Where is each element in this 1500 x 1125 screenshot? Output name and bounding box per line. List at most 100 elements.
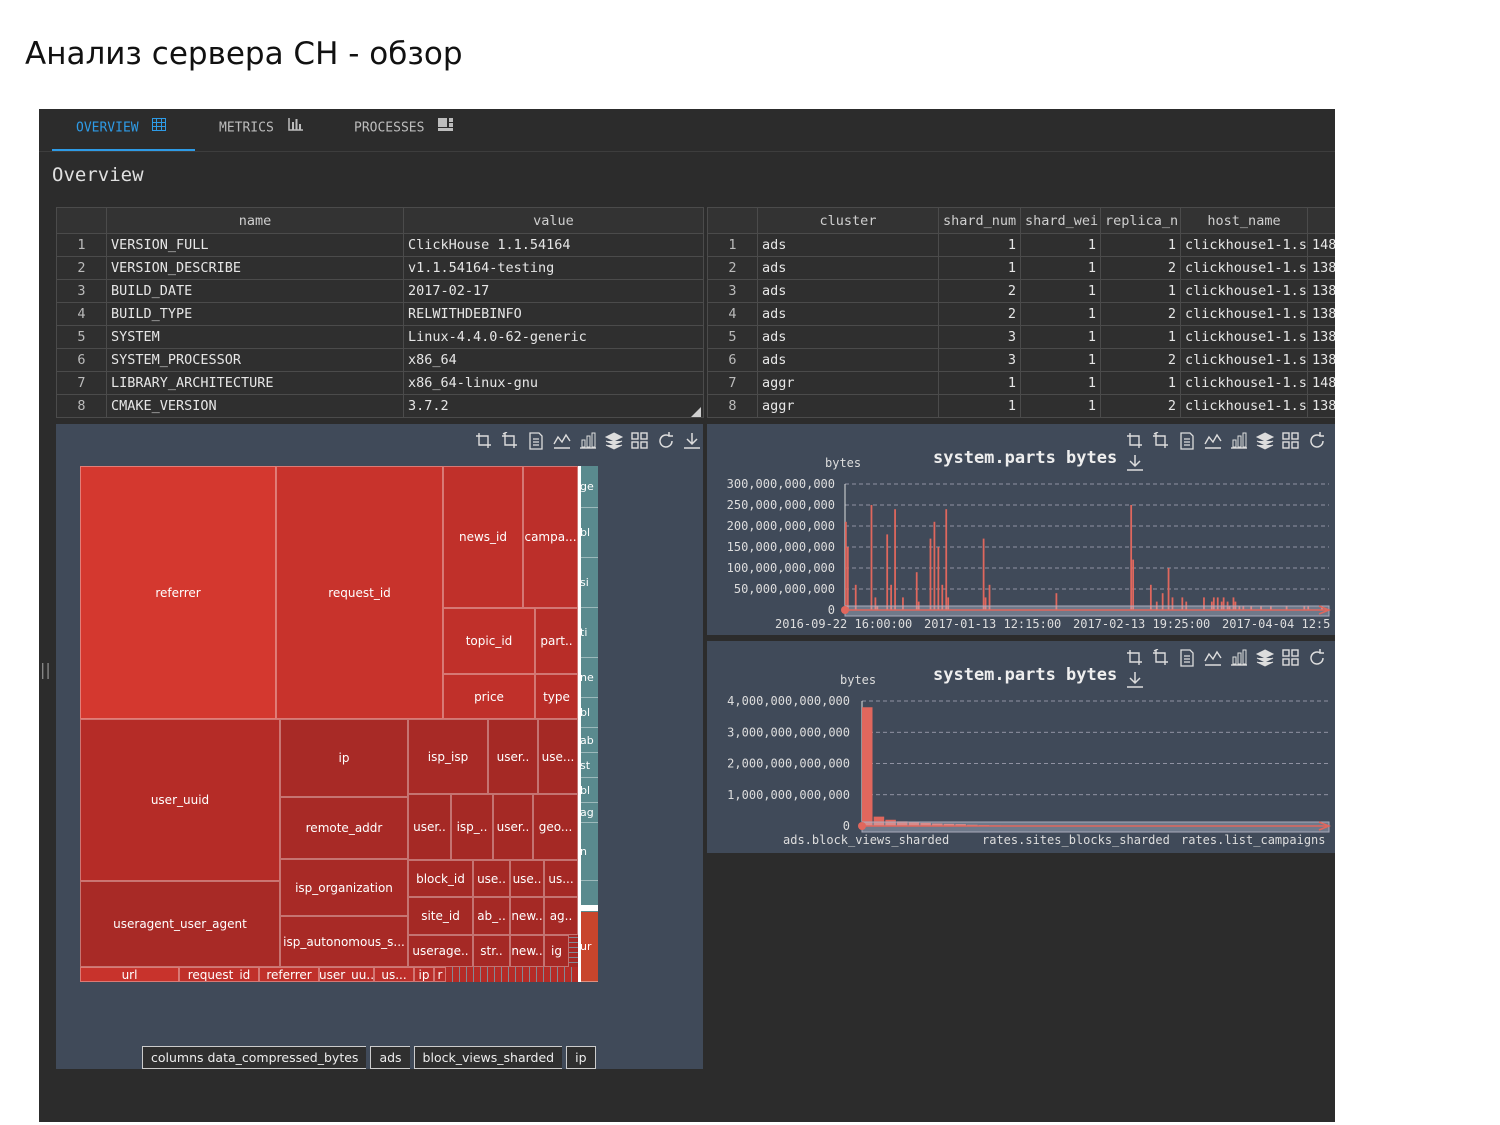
treemap[interactable]: referrer request_id news_id campa... topic_i… xyxy=(80,466,578,982)
zoom-slider[interactable] xyxy=(861,821,1330,833)
treemap-strip-cell[interactable]: ge xyxy=(578,466,598,508)
treemap-cell[interactable]: ip xyxy=(414,967,434,982)
bar[interactable] xyxy=(874,597,877,610)
treemap-cell[interactable]: isp_autonomous_s... xyxy=(280,916,408,967)
refresh-icon[interactable] xyxy=(1307,649,1327,667)
bar[interactable] xyxy=(1238,605,1241,610)
table-row[interactable]: 4 BUILD_TYPE RELWITHDEBINFO xyxy=(56,302,704,326)
table-row[interactable]: 4 ads 2 1 2 clickhouse1-1.s 138 xyxy=(707,302,1335,326)
table-row[interactable]: 5 ads 3 1 1 clickhouse1-1.s 138 xyxy=(707,325,1335,349)
bar[interactable] xyxy=(945,509,948,610)
bar[interactable] xyxy=(1216,597,1219,610)
bar[interactable] xyxy=(920,822,931,826)
treemap-strip-cell[interactable]: ti xyxy=(578,608,598,658)
bar[interactable] xyxy=(894,509,896,610)
bar[interactable] xyxy=(1260,605,1262,610)
bar[interactable] xyxy=(915,572,918,610)
treemap-cell[interactable]: price xyxy=(443,674,535,719)
treemap-sidebar-strip[interactable]: ge bl si ti ne bl ab st bl ag n ur xyxy=(578,466,598,982)
treemap-cell[interactable]: use.. xyxy=(510,860,544,897)
treemap-tiny-cells[interactable] xyxy=(446,967,578,982)
treemap-strip-cell[interactable]: ag xyxy=(578,803,598,823)
treemap-cell[interactable]: ip xyxy=(280,719,408,797)
treemap-cell[interactable]: str.. xyxy=(473,935,510,967)
stack-icon[interactable] xyxy=(1255,432,1275,450)
data-view-icon[interactable] xyxy=(1177,649,1197,667)
column-header[interactable]: replica_n xyxy=(1100,207,1181,234)
bar[interactable] xyxy=(1212,597,1215,610)
stack-icon[interactable] xyxy=(1255,649,1275,667)
treemap-cell[interactable]: site_id xyxy=(408,897,473,935)
slider-handle[interactable] xyxy=(858,822,866,830)
treemap-cell[interactable]: use... xyxy=(538,719,578,794)
bar[interactable] xyxy=(897,821,908,826)
table-row[interactable]: 8 CMAKE_VERSION 3.7.2 xyxy=(56,394,704,418)
treemap-cell[interactable]: r xyxy=(434,967,446,982)
bar[interactable] xyxy=(1167,568,1170,610)
bar[interactable] xyxy=(890,584,893,610)
tiled-icon[interactable] xyxy=(1281,432,1301,450)
treemap-cell[interactable]: referrer xyxy=(259,967,319,982)
treemap-cell[interactable]: isp_.. xyxy=(451,794,493,860)
bar[interactable] xyxy=(908,822,920,826)
treemap-cell[interactable]: userage.. xyxy=(408,935,473,967)
bar-chart-icon[interactable] xyxy=(1229,649,1249,667)
refresh-icon[interactable] xyxy=(1307,432,1327,450)
column-header[interactable]: shard_wei xyxy=(1020,207,1101,234)
bar[interactable] xyxy=(854,584,857,610)
bar[interactable] xyxy=(870,505,873,610)
line-chart-icon[interactable] xyxy=(1203,649,1223,667)
treemap-cell[interactable]: request_id xyxy=(276,466,443,719)
treemap-strip-cell[interactable]: bl xyxy=(578,508,598,558)
table-row[interactable]: 7 LIBRARY_ARCHITECTURE x86_64-linux-gnu xyxy=(56,371,704,395)
data-view-icon[interactable] xyxy=(526,432,546,450)
bar[interactable] xyxy=(933,521,936,610)
treemap-cell[interactable]: campa... xyxy=(523,466,578,608)
treemap-strip-cell[interactable]: n xyxy=(578,823,598,881)
treemap-strip-cell[interactable]: ab xyxy=(578,728,598,753)
column-header[interactable] xyxy=(56,207,107,234)
bar[interactable] xyxy=(941,584,944,610)
treemap-cell[interactable]: ag.. xyxy=(544,897,578,935)
bar[interactable] xyxy=(1055,593,1058,610)
bar[interactable] xyxy=(1132,559,1135,610)
bar[interactable] xyxy=(955,824,966,826)
bar[interactable] xyxy=(1222,597,1225,610)
bar-chart-icon[interactable] xyxy=(578,432,598,450)
treemap-cell[interactable]: request_id xyxy=(179,967,259,982)
bar[interactable] xyxy=(876,605,879,610)
table-row[interactable]: 8 aggr 1 1 2 clickhouse1-1.s 138 xyxy=(707,394,1335,418)
bar[interactable] xyxy=(943,823,955,826)
chart2-plot[interactable]: bytes 4,000,000,000,000 3,000,000,000,000 2… xyxy=(707,641,1335,853)
zoom-slider[interactable] xyxy=(844,605,1330,617)
treemap-cell[interactable]: us... xyxy=(544,860,578,897)
treemap-cell[interactable]: remote_addr xyxy=(280,797,408,859)
treemap-strip-cell[interactable]: bl xyxy=(578,698,598,728)
bar[interactable] xyxy=(988,584,991,610)
treemap-cell[interactable]: geo... xyxy=(533,794,578,860)
column-header[interactable] xyxy=(707,207,758,234)
table-row[interactable]: 2 VERSION_DESCRIBE v1.1.54164-testing xyxy=(56,256,704,280)
resize-handle-icon[interactable] xyxy=(691,407,701,417)
tab-overview[interactable]: OVERVIEW xyxy=(52,109,195,151)
bar[interactable] xyxy=(845,521,847,610)
bar[interactable] xyxy=(885,819,896,826)
bar[interactable] xyxy=(1269,605,1272,610)
treemap-cell[interactable]: isp_isp xyxy=(408,719,488,794)
treemap-cell[interactable]: url xyxy=(80,967,179,982)
bar[interactable] xyxy=(1307,605,1310,610)
data-view-icon[interactable] xyxy=(1177,432,1197,450)
bar[interactable] xyxy=(1285,605,1288,610)
chart1-plot[interactable]: bytes 300,000,000,000 250,000,000,000 200,0… xyxy=(707,424,1335,635)
treemap-cell[interactable]: user.. xyxy=(408,794,451,860)
tiled-icon[interactable] xyxy=(630,432,650,450)
column-header[interactable]: cluster xyxy=(757,207,939,234)
bar[interactable] xyxy=(929,538,932,610)
tiled-icon[interactable] xyxy=(1281,649,1301,667)
treemap-strip-cell[interactable]: bl xyxy=(578,778,598,803)
bar[interactable] xyxy=(902,597,904,610)
line-chart-icon[interactable] xyxy=(1203,432,1223,450)
treemap-cell[interactable]: isp_organization xyxy=(280,859,408,916)
bar-chart-icon[interactable] xyxy=(1229,432,1249,450)
bar[interactable] xyxy=(932,823,943,827)
